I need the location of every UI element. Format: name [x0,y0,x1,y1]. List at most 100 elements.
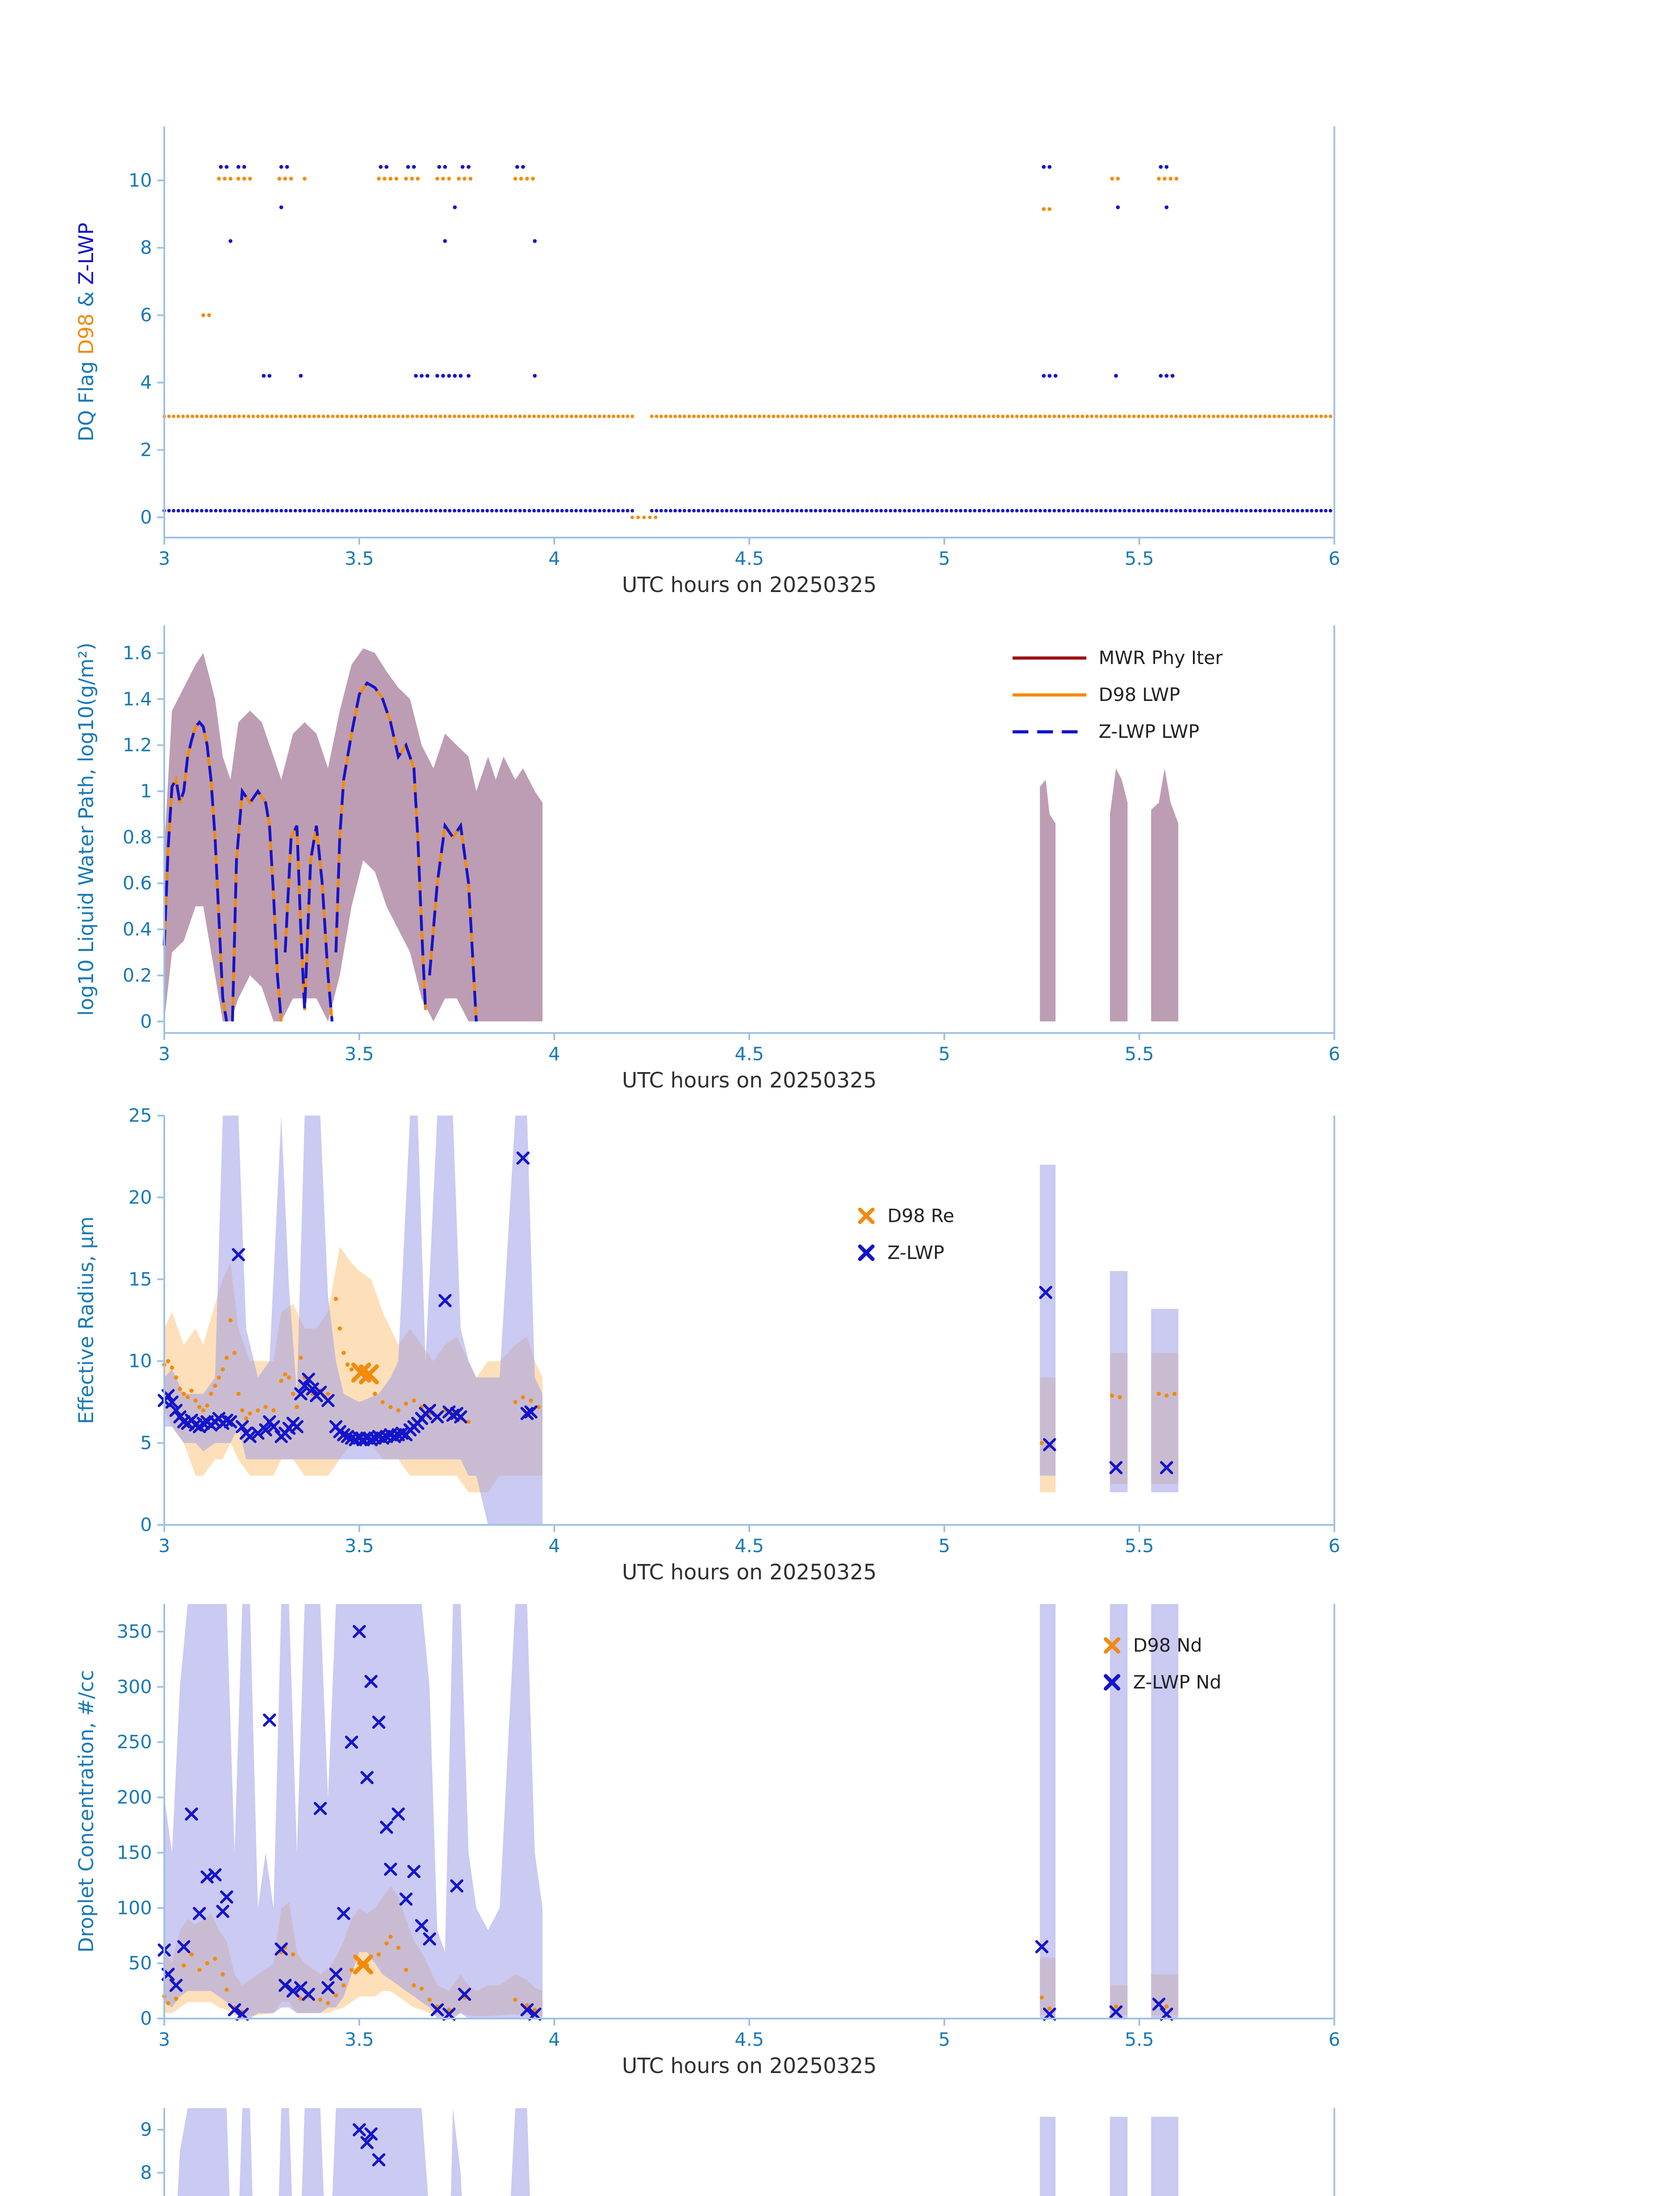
dot-marker [1048,374,1052,378]
flag-dot [687,509,691,513]
flag-dot [950,415,953,418]
dot-marker [529,1398,533,1403]
x-marker [275,1942,288,1956]
flag-dot [588,415,592,418]
flag-dot [1155,415,1159,418]
dot-marker [404,1968,408,1972]
flag-dot [1310,415,1314,418]
dot-marker [223,177,227,181]
x-marker [220,1890,233,1904]
x-marker [450,1879,463,1893]
x-marker [430,1410,444,1423]
flag-dot [1315,415,1319,418]
flag-dot [616,509,620,513]
legend-x-marker [858,1207,875,1224]
flag-dot [181,415,185,418]
dot-marker [189,1388,194,1393]
flag-dot [664,509,668,513]
flag-dot [611,415,615,418]
panel-lwp: 3 3.5 4 4.5 5 5.5 6 0 0.2 0.4 0.6 0.8 1 1.2 1.4 1.6 UTC … [74,625,1340,1093]
dot-marker [166,1359,170,1363]
flag-dot [345,415,349,418]
legend-x-marker [1104,1674,1120,1691]
flag-dot [1029,415,1033,418]
flag-dot [485,509,489,513]
flag-dot [650,415,654,418]
flag-dot [1291,509,1295,513]
flag-dot [1272,415,1276,418]
flag-dot [1319,509,1323,513]
flag-dot [827,415,831,418]
x-marker [1043,1438,1056,1452]
flag-dot [1113,415,1117,418]
x-marker [286,1984,300,1998]
flag-dot [181,509,185,513]
x-marker [399,1893,413,1906]
x-tick-label: 3 [159,1043,170,1065]
flag-dot [584,415,588,418]
dot-marker [240,1408,245,1412]
series-d98-flag [201,313,211,317]
flag-dot [424,415,428,418]
flag-dot [490,509,494,513]
legend-label: Z-LWP [887,1242,944,1263]
flag-dot [364,415,368,418]
legend-x-marker [1104,1637,1120,1654]
flag-dot [630,509,634,513]
x-marker [278,1979,292,1992]
flag-dot [1038,415,1042,418]
series-z-lwp-re [158,1151,1173,1474]
dot-marker [318,1997,322,2002]
dot-marker [271,1408,276,1412]
dot-marker [394,177,398,181]
flag-dot [959,509,963,513]
x-marker [321,1394,335,1407]
y-tick-label: 20 [129,1186,152,1208]
flag-dot [1211,415,1215,418]
dot-marker [170,1365,174,1370]
flag-dot [1127,509,1131,513]
uncertainty-band [1151,1604,1178,2019]
dot-marker [441,177,445,181]
dot-marker [525,177,529,181]
y-axis-label: Droplet Concentration, #/cc [74,1670,98,1953]
dot-marker [349,1968,354,1972]
uncertainty-band [164,648,543,1022]
x-marker [384,1863,397,1876]
dot-marker [220,1972,225,1977]
x-marker [364,2127,378,2141]
flag-dot [870,509,874,513]
x-tick-label: 3.5 [345,2029,374,2050]
uncertainty-band [1040,1604,1056,2019]
flag-dot [1221,509,1225,513]
y-tick-label: 8 [140,2162,152,2183]
flag-dot [1015,509,1019,513]
flag-dot [326,509,330,513]
y-axis-label-part: DQ Flag [74,355,98,442]
flag-dot [1197,415,1201,418]
dot-marker [376,1952,381,1957]
x-tick-label: 5.5 [1125,548,1154,569]
flag-dot [648,516,652,519]
flag-dot [851,509,855,513]
flag-dot [415,415,419,418]
x-tick-label: 5.5 [1125,1535,1154,1557]
flag-dot [265,415,269,418]
flag-dot [823,415,827,418]
flag-dot [509,509,513,513]
x-marker [294,1387,307,1401]
flag-dot [499,415,503,418]
y-tick-label: 0 [140,1514,152,1535]
flag-dot [251,415,255,418]
flag-dot [1169,509,1173,513]
uncertainty-band [164,1116,543,1525]
flag-dot [940,509,944,513]
flag-dot [513,509,517,513]
flag-dot [823,509,827,513]
flag-dot [1258,509,1262,513]
flag-dot [256,415,260,418]
flag-dot [1188,509,1192,513]
x-tick-label: 5.5 [1125,2029,1154,2050]
flag-dot [725,415,729,418]
flag-dot [1282,415,1286,418]
